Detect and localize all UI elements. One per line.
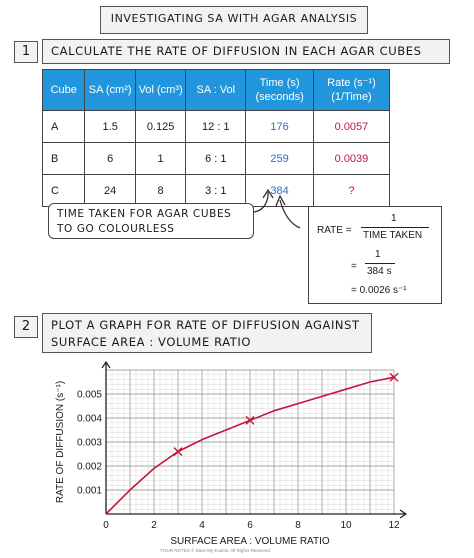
cell-cube: A	[41, 110, 86, 143]
graph-axes	[101, 360, 408, 519]
header-time: Time (s) (seconds)	[245, 69, 314, 111]
agar-data-table: Cube SA (cm²) Vol (cm³) SA : Vol Time (s…	[41, 69, 391, 207]
rate-calculation-box: RATE = 1 TIME TAKEN = 1 384 s = 0.0026 s…	[308, 206, 442, 304]
data-point-cross	[245, 415, 255, 425]
rate-arrow-icon	[279, 199, 301, 229]
rate-label: RATE =	[317, 225, 352, 236]
rate-arrowhead-icon	[275, 194, 286, 207]
y-axis-arrow-icon	[101, 360, 111, 369]
x-tick-label: 0	[103, 520, 109, 531]
y-tick-label: 0.002	[77, 462, 102, 473]
rate-numerator-2: 1	[375, 249, 381, 260]
graph-points	[173, 372, 399, 457]
fraction-bar	[361, 227, 429, 228]
cell-rate: 0.0039	[312, 142, 391, 175]
fraction-bar-2	[365, 263, 395, 264]
x-tick-label: 6	[247, 520, 253, 531]
data-point-cross	[389, 372, 399, 382]
table-row: A 1.5 0.125 12 : 1 176 0.0057	[41, 110, 391, 143]
x-tick-label: 4	[199, 520, 205, 531]
rate-result: = 0.0026 s⁻¹	[351, 285, 407, 296]
step-1-instruction: CALCULATE THE RATE OF DIFFUSION IN EACH …	[42, 39, 450, 64]
callout-arrow-icon	[253, 192, 269, 213]
cell-sa: 24	[84, 174, 136, 207]
cell-time: 384	[245, 174, 314, 207]
x-tick-label: 10	[340, 520, 352, 531]
cell-ratio: 3 : 1	[185, 174, 247, 207]
cell-cube: C	[41, 174, 86, 207]
cell-sa: 1.5	[84, 110, 136, 143]
x-tick-label: 2	[151, 520, 157, 531]
time-taken-callout: TIME TAKEN FOR AGAR CUBES TO GO COLOURLE…	[48, 203, 254, 239]
header-rate: Rate (s⁻¹) (1/Time)	[312, 69, 391, 111]
graph-ticks: 0 2 4 6 8 10 12 0.001 0.002 0.003 0.004 0.005	[77, 390, 400, 532]
callout-arrowhead-icon	[262, 188, 274, 199]
cell-ratio: 12 : 1	[185, 110, 247, 143]
cell-time: 259	[245, 142, 314, 175]
step-2-instruction: PLOT A GRAPH FOR RATE OF DIFFUSION AGAIN…	[42, 313, 372, 353]
x-axis-label: SURFACE AREA : VOLUME RATIO	[170, 536, 330, 547]
y-tick-label: 0.003	[77, 438, 102, 449]
cell-sa: 6	[84, 142, 136, 175]
header-vol: Vol (cm³)	[134, 69, 187, 111]
x-tick-label: 12	[388, 520, 400, 531]
cell-vol: 1	[134, 142, 187, 175]
header-ratio: SA : Vol	[185, 69, 247, 111]
step-2-number: 2	[14, 316, 38, 338]
cell-ratio: 6 : 1	[185, 142, 247, 175]
rate-equals: =	[351, 261, 357, 272]
copyright-watermark: YOUR NOTES © Save My Exams. All Rights R…	[160, 548, 270, 553]
rate-denominator-2: 384 s	[367, 266, 392, 277]
step-1-number: 1	[14, 41, 38, 63]
header-sa: SA (cm²)	[84, 69, 136, 111]
y-tick-label: 0.004	[77, 414, 102, 425]
y-tick-label: 0.001	[77, 486, 102, 497]
x-axis-arrow-icon	[399, 509, 408, 519]
y-tick-label: 0.005	[77, 390, 102, 401]
cell-rate: 0.0057	[312, 110, 391, 143]
y-axis-label: RATE OF DIFFUSION (s⁻¹)	[55, 381, 66, 503]
cell-vol: 8	[134, 174, 187, 207]
rate-numerator: 1	[391, 213, 397, 224]
table-header-row: Cube SA (cm²) Vol (cm³) SA : Vol Time (s…	[41, 69, 391, 111]
header-cube: Cube	[41, 69, 86, 111]
table-row: C 24 8 3 : 1 384 ?	[41, 174, 391, 207]
x-tick-label: 8	[295, 520, 301, 531]
table-row: B 6 1 6 : 1 259 0.0039	[41, 142, 391, 175]
page-title: INVESTIGATING SA WITH AGAR ANALYSIS	[100, 6, 368, 34]
cell-rate: ?	[312, 174, 391, 207]
data-point-cross	[173, 447, 183, 457]
header-sa-text: SA (cm²)	[88, 84, 132, 96]
rate-denominator: TIME TAKEN	[363, 230, 423, 241]
graph-grid	[105, 369, 395, 515]
